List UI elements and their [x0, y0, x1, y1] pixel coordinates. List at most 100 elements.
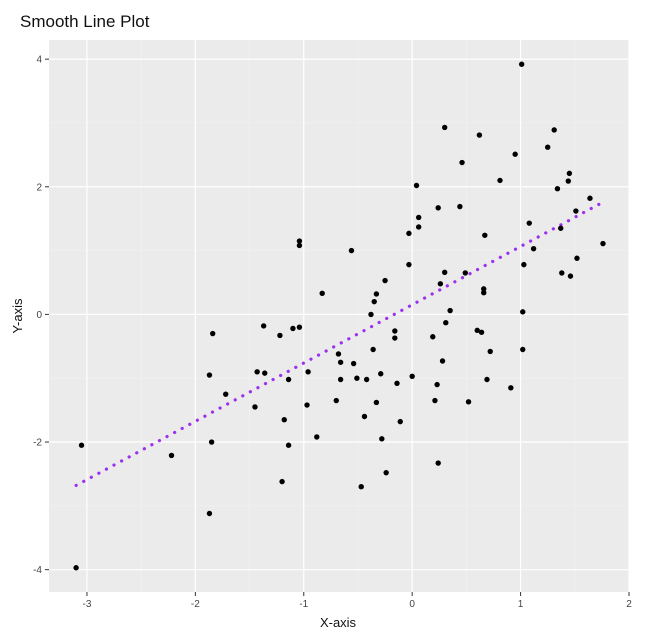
data-point: [73, 565, 79, 571]
data-point: [206, 510, 213, 517]
data-point: [415, 224, 422, 230]
data-point: [465, 399, 472, 405]
data-point: [279, 478, 285, 485]
data-point: [206, 372, 213, 378]
data-point: [406, 261, 412, 268]
data-point: [333, 397, 339, 404]
data-point: [457, 203, 463, 210]
data-point: [559, 270, 565, 276]
chart-title: Smooth Line Plot: [20, 12, 150, 31]
data-point: [168, 452, 175, 459]
x-tick-label: 1: [518, 599, 524, 610]
data-point: [290, 325, 296, 332]
plot-panel: [49, 40, 629, 592]
data-point: [406, 230, 412, 237]
data-point: [520, 346, 526, 353]
data-point: [392, 328, 398, 334]
data-point: [262, 370, 268, 376]
grid-lines: [49, 40, 630, 592]
data-point: [382, 277, 388, 284]
data-point: [223, 391, 229, 397]
data-point: [319, 290, 325, 297]
data-point: [373, 291, 380, 297]
data-point: [462, 270, 468, 276]
data-point: [296, 242, 303, 249]
data-point: [260, 323, 267, 329]
y-axis-title: Y-axis: [10, 298, 25, 333]
data-point: [348, 247, 355, 254]
data-point: [354, 375, 360, 381]
data-point: [434, 381, 440, 388]
data-point: [277, 332, 283, 339]
data-point: [587, 195, 593, 201]
data-point: [373, 399, 380, 406]
data-point: [565, 178, 571, 184]
data-point: [305, 369, 311, 375]
data-point: [484, 376, 490, 383]
data-point: [481, 286, 487, 292]
smooth-line-path: [74, 201, 604, 488]
data-point: [442, 124, 448, 131]
data-point: [304, 402, 310, 408]
data-point: [281, 416, 287, 423]
data-point: [296, 324, 303, 330]
x-tick-label: -2: [191, 599, 200, 610]
data-point: [521, 261, 527, 268]
data-point: [371, 298, 377, 305]
data-point: [459, 159, 465, 166]
data-point: [370, 346, 376, 353]
data-point: [573, 208, 579, 214]
data-point: [474, 327, 480, 334]
data-point: [254, 369, 260, 375]
x-tick-label: -1: [299, 599, 308, 610]
data-point: [566, 170, 573, 177]
data-point: [487, 348, 493, 355]
data-point: [508, 385, 514, 391]
data-point: [544, 144, 551, 150]
data-point: [378, 371, 384, 377]
data-point: [482, 232, 488, 238]
data-point: [379, 436, 385, 442]
smooth-line: [74, 201, 604, 488]
data-point: [437, 281, 444, 287]
data-point: [526, 220, 532, 226]
data-point: [368, 311, 374, 318]
data-point: [435, 460, 441, 466]
data-point: [447, 307, 453, 314]
data-point: [394, 380, 400, 387]
data-point: [600, 240, 606, 247]
data-point: [478, 329, 485, 335]
y-tick-label: -4: [33, 565, 42, 576]
data-point: [567, 273, 574, 279]
data-point: [432, 397, 438, 404]
data-point: [78, 442, 85, 448]
data-point: [574, 255, 580, 261]
data-point: [497, 177, 503, 184]
data-point: [383, 469, 389, 476]
y-tick-label: -2: [33, 438, 42, 449]
data-point: [413, 182, 420, 189]
data-point: [208, 439, 215, 445]
data-point: [363, 376, 370, 383]
data-point: [397, 418, 403, 425]
data-point: [337, 359, 344, 365]
data-point: [430, 334, 436, 340]
data-point: [481, 290, 487, 296]
data-point: [314, 434, 320, 440]
data-point: [361, 413, 368, 420]
y-tick-label: 2: [36, 182, 42, 193]
x-tick-label: 2: [626, 599, 632, 610]
data-point: [443, 320, 449, 326]
data-point: [551, 127, 557, 133]
y-tick-label: 4: [36, 55, 42, 66]
data-point: [358, 484, 364, 490]
data-point: [476, 132, 483, 138]
data-point: [518, 61, 525, 67]
data-point: [296, 238, 303, 244]
data-point: [350, 360, 357, 367]
x-tick-label: 0: [409, 599, 415, 610]
data-point: [415, 214, 422, 221]
data-point: [285, 376, 292, 383]
data-point: [392, 335, 398, 341]
